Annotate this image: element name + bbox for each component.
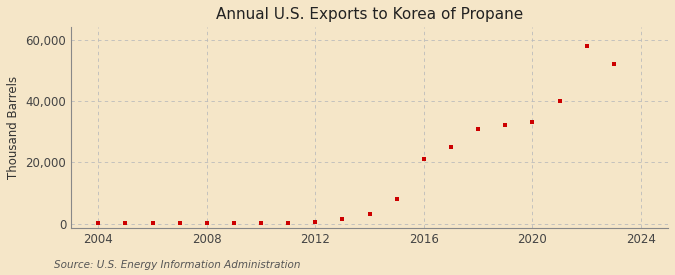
Point	[283, 221, 294, 225]
Point	[608, 62, 619, 66]
Point	[337, 217, 348, 221]
Point	[256, 221, 267, 225]
Point	[120, 221, 131, 225]
Point	[472, 126, 483, 131]
Point	[201, 221, 212, 226]
Point	[418, 157, 429, 161]
Point	[527, 120, 538, 125]
Point	[174, 221, 185, 225]
Title: Annual U.S. Exports to Korea of Propane: Annual U.S. Exports to Korea of Propane	[216, 7, 523, 22]
Y-axis label: Thousand Barrels: Thousand Barrels	[7, 76, 20, 179]
Point	[500, 123, 511, 128]
Point	[446, 145, 456, 149]
Point	[392, 197, 402, 201]
Point	[581, 43, 592, 48]
Text: Source: U.S. Energy Information Administration: Source: U.S. Energy Information Administ…	[54, 260, 300, 270]
Point	[229, 221, 240, 225]
Point	[364, 212, 375, 217]
Point	[554, 99, 565, 103]
Point	[93, 221, 104, 226]
Point	[310, 220, 321, 225]
Point	[147, 221, 158, 226]
